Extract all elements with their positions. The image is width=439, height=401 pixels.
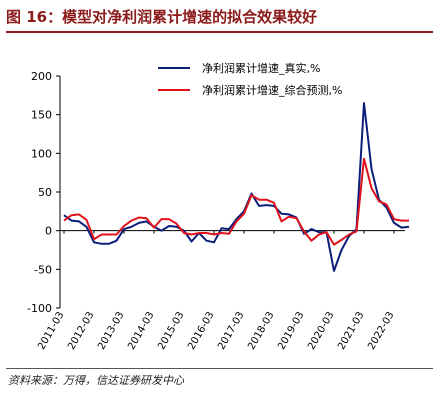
source-divider	[6, 368, 433, 369]
x-tick-label: 2013-03	[96, 310, 126, 352]
x-tick-label: 2020-03	[306, 310, 336, 352]
line-chart: -100 -50 0 50 100 150 200 2011-03 2012-03 2013-03…	[27, 61, 410, 352]
y-tick-label: 150	[31, 109, 52, 122]
y-tick-label: -100	[27, 302, 52, 315]
y-tick-label: 200	[31, 70, 52, 83]
x-tick-label: 2014-03	[126, 310, 156, 352]
title-divider	[6, 31, 433, 33]
x-tick-label: 2019-03	[276, 310, 306, 352]
figure-title: 图 16：模型对净利润累计增速的拟合效果较好	[6, 8, 318, 26]
x-tick-label: 2017-03	[216, 310, 246, 352]
x-tick-label: 2015-03	[156, 310, 186, 352]
series-line-actual	[63, 102, 410, 272]
y-tick-label: 50	[38, 186, 52, 199]
y-tick-label: 0	[45, 225, 52, 238]
x-tick-label: 2022-03	[366, 310, 396, 352]
x-tick-label: 2021-03	[336, 310, 366, 352]
x-tick-label: 2018-03	[246, 310, 276, 352]
x-tick-label: 2012-03	[66, 310, 96, 352]
x-tick-label: 2016-03	[186, 310, 216, 352]
legend-label-actual: 净利润累计增速_真实,%	[202, 61, 320, 75]
source-note: 资料来源：万得，信达证券研发中心	[8, 374, 184, 387]
x-tick-label: 2011-03	[36, 310, 66, 352]
y-tick-label: 100	[31, 147, 52, 160]
series-line-forecast	[63, 157, 409, 246]
y-tick-label: -50	[34, 263, 52, 276]
legend-label-forecast: 净利润累计增速_综合预测,%	[202, 83, 342, 97]
